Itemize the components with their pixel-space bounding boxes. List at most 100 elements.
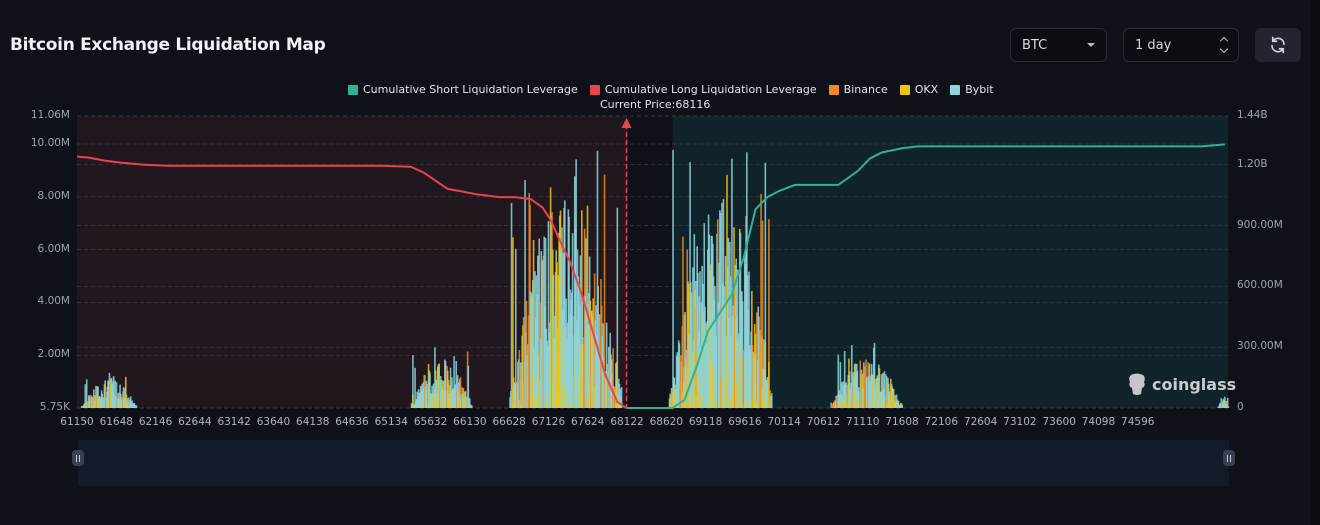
bybit-bar (93, 389, 95, 408)
bybit-bar (468, 398, 471, 408)
okx-bar (878, 368, 881, 408)
legend-label: Cumulative Long Liquidation Leverage (604, 83, 817, 96)
okx-bar (512, 237, 514, 408)
bybit-bar (575, 159, 577, 408)
legend-item-short[interactable]: Cumulative Short Liquidation Leverage (348, 83, 578, 96)
legend-swatch (589, 84, 600, 95)
bybit-bar (429, 372, 431, 408)
bybit-bar (845, 382, 847, 408)
x-tick: 67624 (571, 416, 605, 428)
legend-item-long[interactable]: Cumulative Long Liquidation Leverage (589, 83, 817, 96)
legend-swatch (899, 84, 910, 95)
bybit-bar (883, 371, 886, 408)
legend-swatch (828, 84, 839, 95)
legend-label: Bybit (965, 83, 994, 96)
okx-bar (135, 407, 138, 408)
bybit-bar (856, 370, 859, 408)
y-right-tick: 900.00M (1237, 218, 1283, 231)
okx-bar (897, 400, 900, 408)
bybit-bar (131, 400, 133, 408)
bybit-bar (563, 200, 566, 408)
okx-bar (412, 394, 414, 408)
bybit-bar (873, 342, 876, 408)
bybit-bar (579, 255, 582, 408)
x-tick: 74098 (1081, 416, 1116, 428)
coinglass-logo-icon (1129, 373, 1145, 395)
binance-bar (768, 219, 770, 408)
range-slider[interactable] (78, 440, 1229, 486)
x-tick: 68122 (610, 416, 644, 428)
legend-label: Binance (843, 83, 888, 96)
binance-bar (525, 300, 528, 408)
coin-select-value: BTC (1022, 37, 1048, 53)
bybit-bar (764, 162, 767, 408)
page-title: Bitcoin Exchange Liquidation Map (10, 35, 326, 55)
x-tick: 67126 (531, 416, 566, 428)
bybit-bar (471, 405, 473, 408)
bybit-bar (449, 367, 452, 408)
x-tick: 71110 (846, 416, 880, 428)
bybit-bar (537, 255, 539, 408)
x-tick: 73600 (1042, 416, 1076, 428)
refresh-icon (1271, 36, 1285, 54)
bybit-bar (514, 248, 517, 408)
bybit-bar (837, 354, 840, 408)
okx-bar (124, 376, 127, 408)
y-left-tick: 11.06M (30, 109, 70, 121)
okx-bar (438, 363, 440, 408)
x-tick: 65632 (413, 416, 448, 428)
y-left-tick: 6.00M (37, 242, 70, 255)
coinglass-watermark: coinglass (1127, 372, 1236, 396)
bybit-bar (843, 351, 846, 408)
refresh-button[interactable] (1255, 28, 1301, 62)
y-right-tick: 1.44B (1237, 109, 1268, 121)
bybit-bar (547, 221, 550, 408)
bybit-bar (412, 355, 414, 408)
x-tick: 61150 (60, 416, 94, 428)
bybit-bar (414, 367, 416, 408)
bybit-bar (1226, 397, 1229, 408)
slider-handle-right[interactable] (1223, 450, 1235, 466)
bybit-bar (901, 404, 903, 408)
bybit-bar (770, 393, 773, 408)
bybit-bar (620, 387, 623, 408)
short-cumulative-line (626, 143, 1225, 409)
y-left-tick: 8.00M (37, 189, 70, 202)
x-tick: 64636 (335, 416, 369, 428)
period-select[interactable]: 1 day (1123, 28, 1239, 62)
okx-bar (586, 205, 589, 408)
legend-item-binance[interactable]: Binance (828, 83, 888, 96)
bybit-bar (568, 216, 570, 408)
slider-handle-left[interactable] (72, 450, 84, 466)
bybit-bar (571, 233, 574, 408)
bybit-bar (690, 292, 693, 408)
legend-item-bybit[interactable]: Bybit (950, 83, 994, 96)
legend-item-okx[interactable]: OKX (899, 83, 938, 96)
x-tick: 71608 (885, 416, 919, 428)
y-left-tick: 10.00M (30, 137, 70, 149)
bybit-bar (616, 207, 619, 408)
bybit-bar (112, 376, 115, 408)
x-tick: 73102 (1003, 416, 1037, 428)
bybit-bar (467, 365, 470, 408)
x-tick: 65134 (374, 416, 408, 428)
binance-bar (603, 174, 606, 408)
bybit-bar (748, 271, 750, 408)
bybit-bar (841, 382, 843, 408)
x-tick: 62644 (178, 416, 212, 428)
liquidation-chart (76, 115, 1230, 409)
x-tick: 70612 (806, 416, 841, 428)
x-tick: 62146 (138, 416, 173, 428)
bybit-bar (84, 384, 87, 408)
bybit-bar (672, 149, 674, 409)
x-tick: 69118 (688, 416, 723, 428)
y-right-tick: 0 (1237, 401, 1244, 413)
coin-select[interactable]: BTC (1010, 28, 1107, 62)
chart-legend: Cumulative Short Liquidation Leverage Cu… (348, 83, 994, 96)
bybit-bar (699, 271, 701, 408)
x-tick: 68620 (649, 416, 683, 428)
bybit-bar (692, 267, 694, 408)
binance-bar (612, 348, 614, 408)
bybit-bar (134, 404, 136, 408)
bybit-bar (892, 388, 895, 408)
